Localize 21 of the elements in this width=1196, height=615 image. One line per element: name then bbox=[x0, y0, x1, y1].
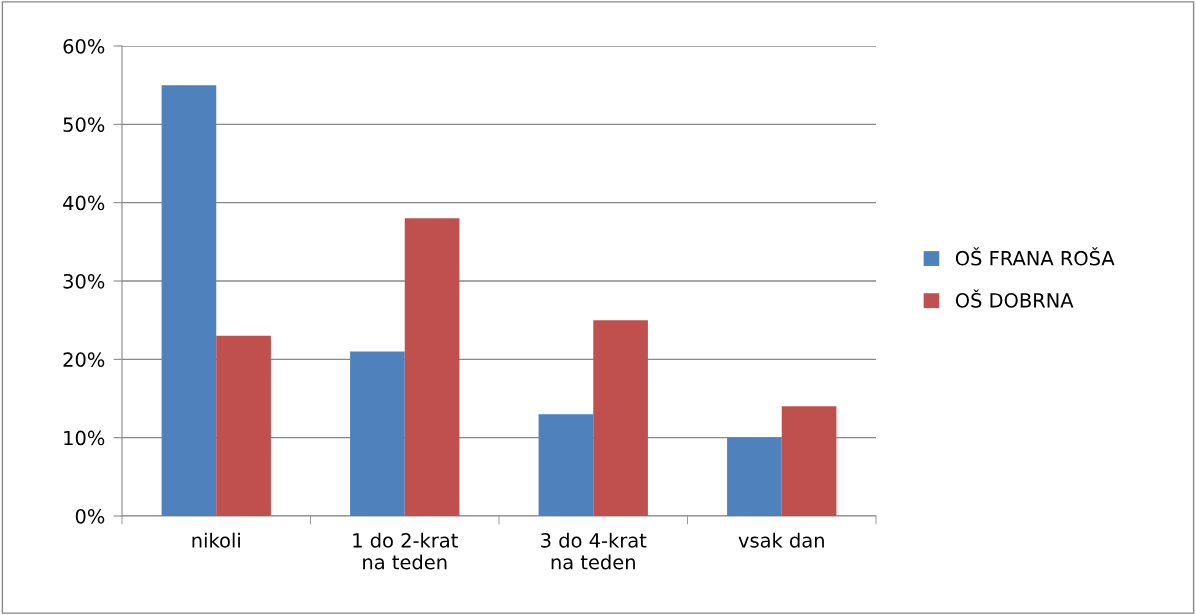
y-tick-label: 20% bbox=[63, 352, 105, 367]
bar bbox=[538, 414, 594, 516]
bar bbox=[781, 406, 837, 516]
legend-label: OŠ FRANA ROŠA bbox=[955, 247, 1115, 266]
y-tick-label: 60% bbox=[63, 38, 105, 54]
x-tick-label: nikoli bbox=[192, 532, 240, 548]
legend-label: OŠ DOBRNA bbox=[955, 289, 1074, 308]
y-tick-label: 40% bbox=[63, 195, 105, 211]
x-tick-label: 1 do 2-krat na teden bbox=[353, 532, 458, 570]
bar bbox=[727, 437, 782, 516]
bar bbox=[404, 218, 460, 516]
y-tick-label: 10% bbox=[64, 430, 105, 446]
y-tick-label: 50% bbox=[63, 117, 105, 132]
x-tick-label: vsak dan bbox=[738, 532, 824, 548]
bar bbox=[161, 85, 217, 516]
bar bbox=[593, 320, 648, 516]
bar bbox=[350, 351, 405, 516]
y-tick-label: 0% bbox=[75, 508, 105, 524]
x-tick-label: 3 do 4-krat na teden bbox=[541, 532, 647, 570]
bar bbox=[216, 335, 271, 516]
y-tick-label: 30% bbox=[63, 273, 105, 289]
